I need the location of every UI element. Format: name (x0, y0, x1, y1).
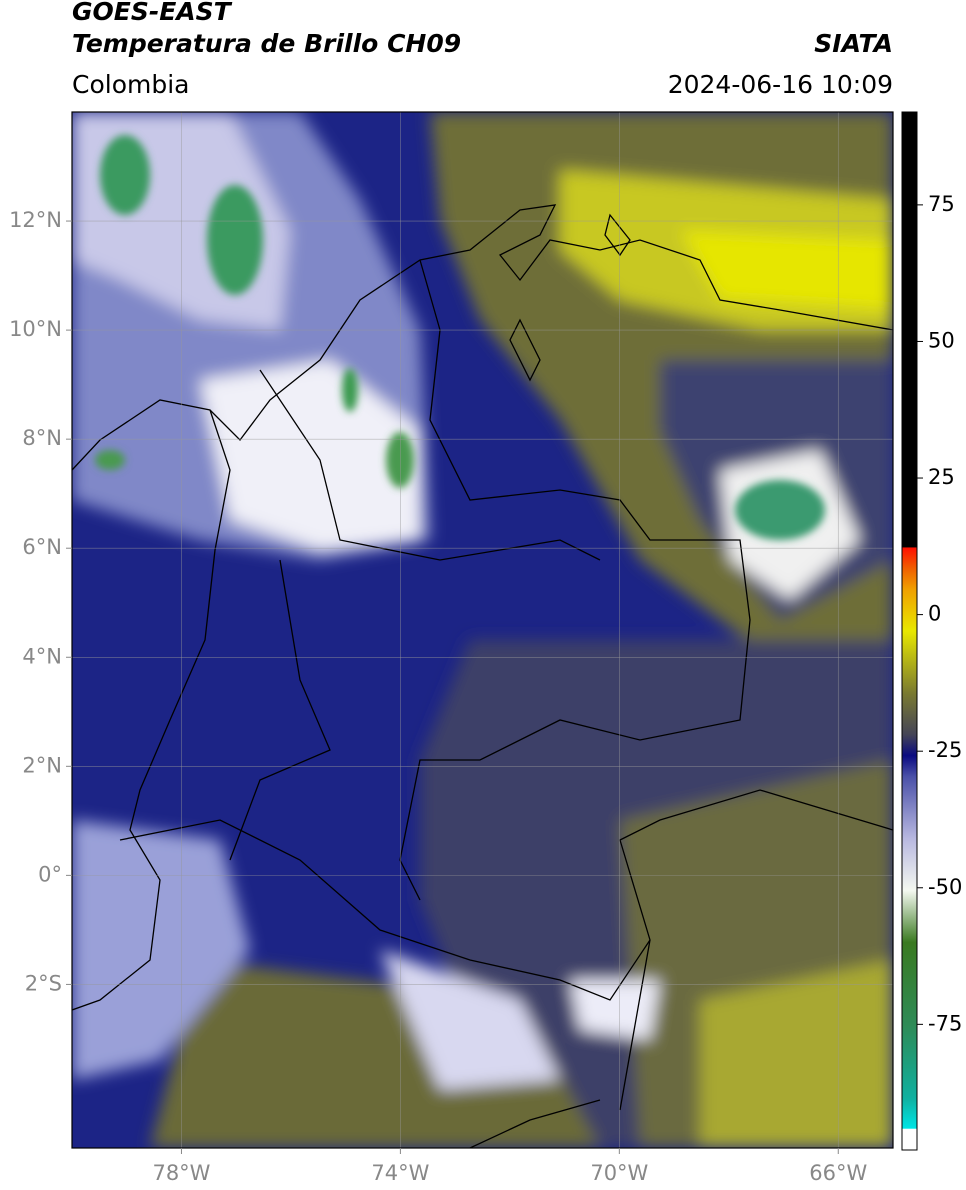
source: SIATA (814, 29, 893, 58)
y-tick-label: 10°N (9, 317, 62, 341)
y-tick-label: 0° (38, 862, 62, 886)
y-tick-label: 2°N (22, 753, 62, 777)
subtitle: Temperatura de Brillo CH09 (72, 29, 461, 58)
colorbar (901, 111, 918, 1151)
y-tick-label: 4°N (22, 644, 62, 668)
datetime: 2024-06-16 10:09 (668, 70, 893, 99)
y-tick-label: 8°N (22, 426, 62, 450)
colorbar-tick-label: -75 (928, 1011, 962, 1035)
x-tick-label: 74°W (371, 1161, 429, 1185)
x-tick-label: 78°W (152, 1161, 210, 1185)
gridlines (72, 112, 893, 1148)
colorbar-tick-label: -50 (928, 875, 962, 899)
colorbar-tick-label: 25 (928, 465, 955, 489)
coastlines (72, 204, 893, 1148)
satellite-image (72, 112, 893, 1148)
x-tick-label: 70°W (590, 1161, 648, 1185)
colorbar-tick-label: 0 (928, 602, 941, 626)
region: Colombia (72, 70, 189, 99)
title: GOES-EAST (72, 0, 233, 26)
y-tick-label: 6°N (22, 535, 62, 559)
x-tick-label: 66°W (809, 1161, 867, 1185)
y-tick-label: 2°S (25, 971, 62, 995)
map-frame (71, 111, 894, 1149)
y-tick-label: 12°N (9, 208, 62, 232)
colorbar-tick-label: 75 (928, 192, 955, 216)
colorbar-tick-label: 50 (928, 328, 955, 352)
colorbar-tick-label: -25 (928, 738, 962, 762)
